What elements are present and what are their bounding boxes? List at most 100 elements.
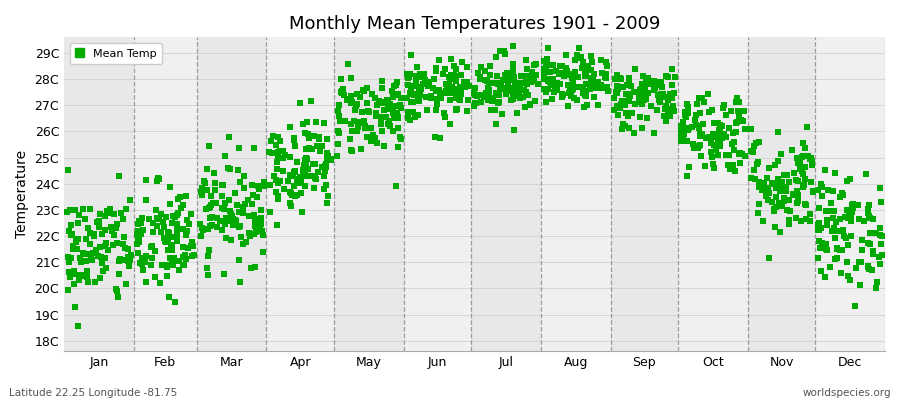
Point xyxy=(773,188,788,194)
Point xyxy=(234,234,248,240)
Point xyxy=(390,82,404,89)
Point xyxy=(149,215,164,221)
Point xyxy=(578,92,592,98)
Point xyxy=(537,70,552,76)
Point xyxy=(133,260,148,266)
Point xyxy=(674,133,688,139)
Point xyxy=(503,88,517,94)
Point xyxy=(145,243,159,249)
Point xyxy=(323,156,338,162)
Point xyxy=(105,228,120,234)
Point xyxy=(662,91,677,97)
Point xyxy=(744,175,759,182)
Point xyxy=(302,166,316,172)
Point xyxy=(207,170,221,177)
Point xyxy=(489,54,503,60)
Point xyxy=(554,70,568,76)
Point xyxy=(814,239,829,246)
Point xyxy=(675,121,689,127)
Point xyxy=(706,142,721,148)
Point xyxy=(118,256,132,263)
Point xyxy=(680,125,694,131)
Point xyxy=(169,221,184,228)
Point xyxy=(95,268,110,274)
Point xyxy=(262,182,276,188)
Point xyxy=(214,227,229,233)
Point xyxy=(364,90,379,97)
Point xyxy=(579,90,593,96)
Point xyxy=(218,153,232,160)
Point xyxy=(525,73,539,79)
Point xyxy=(721,161,735,168)
Point xyxy=(312,136,327,142)
Point xyxy=(76,272,91,278)
Point xyxy=(407,92,421,98)
Point xyxy=(640,76,654,82)
Point xyxy=(214,204,229,211)
Point xyxy=(69,237,84,243)
Point xyxy=(194,189,208,195)
Point xyxy=(617,123,632,130)
Point xyxy=(139,177,153,183)
Point xyxy=(131,218,146,225)
Point xyxy=(778,184,793,190)
Point xyxy=(307,185,321,192)
Point xyxy=(803,156,817,162)
Point xyxy=(834,269,849,276)
Point xyxy=(163,200,177,207)
Point xyxy=(379,114,393,120)
Point xyxy=(641,79,655,85)
Y-axis label: Temperature: Temperature xyxy=(15,150,29,238)
Point xyxy=(71,236,86,242)
Point xyxy=(391,115,405,121)
Point xyxy=(641,90,655,96)
Point xyxy=(849,265,863,271)
Point xyxy=(652,97,666,103)
Point xyxy=(180,228,194,234)
Point xyxy=(599,62,614,69)
Point xyxy=(134,215,148,221)
Point xyxy=(687,145,701,152)
Point xyxy=(293,100,308,106)
Point xyxy=(472,76,487,82)
Point xyxy=(587,71,601,77)
Point xyxy=(310,143,324,149)
Point xyxy=(648,78,662,85)
Point xyxy=(654,94,669,100)
Point xyxy=(826,214,841,221)
Point xyxy=(861,266,876,272)
Point xyxy=(404,83,419,90)
Point xyxy=(636,86,651,92)
Point xyxy=(678,131,692,137)
Point xyxy=(506,65,520,72)
Point xyxy=(405,90,419,97)
Point xyxy=(361,108,375,115)
Point xyxy=(410,64,425,70)
Point xyxy=(333,118,347,124)
Point xyxy=(256,179,271,186)
Point xyxy=(483,63,498,69)
Point xyxy=(743,148,758,155)
Point xyxy=(794,218,808,225)
Point xyxy=(400,75,415,81)
Point xyxy=(710,136,724,142)
Point xyxy=(286,136,301,143)
Point xyxy=(429,88,444,94)
Point xyxy=(796,140,811,146)
Point xyxy=(743,126,758,132)
Point xyxy=(543,76,557,82)
Point xyxy=(66,246,80,252)
Point xyxy=(130,238,145,244)
Point xyxy=(860,240,875,247)
Point xyxy=(251,182,266,189)
Point xyxy=(123,252,138,258)
Point xyxy=(755,186,770,193)
Point xyxy=(722,125,736,131)
Point xyxy=(386,110,400,116)
Point xyxy=(148,274,162,280)
Point xyxy=(158,235,173,241)
Point xyxy=(466,90,481,96)
Point xyxy=(119,206,133,212)
Point xyxy=(733,150,747,156)
Point xyxy=(586,84,600,91)
